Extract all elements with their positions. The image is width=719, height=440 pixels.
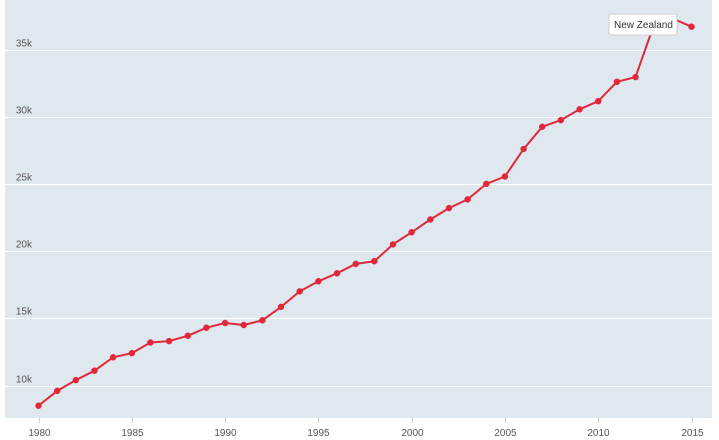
legend-tooltip: New Zealand (608, 13, 678, 36)
data-point[interactable] (333, 270, 341, 277)
data-point[interactable] (184, 332, 192, 340)
data-point[interactable] (557, 116, 565, 124)
legend-label: New Zealand (614, 20, 673, 31)
data-point[interactable] (128, 349, 136, 357)
data-point[interactable] (277, 303, 285, 311)
x-tick-label: 2015 (681, 428, 704, 439)
x-tick-label: 2005 (494, 428, 517, 439)
x-axis: 1980 1985 1990 1995 2000 2005 2010 2015 (28, 418, 704, 439)
data-point[interactable] (389, 241, 397, 248)
data-point[interactable] (576, 106, 583, 113)
data-point[interactable] (221, 319, 229, 327)
data-point[interactable] (427, 216, 434, 223)
x-tick-label: 1980 (28, 428, 51, 439)
data-point[interactable] (632, 73, 639, 81)
data-point[interactable] (35, 402, 42, 409)
data-point[interactable] (464, 196, 471, 203)
x-tick-label: 2010 (587, 428, 610, 439)
data-point[interactable] (501, 173, 509, 180)
data-point[interactable] (371, 257, 378, 265)
data-point[interactable] (91, 367, 98, 374)
y-tick-label: 25k (16, 173, 33, 184)
data-point[interactable] (594, 97, 602, 105)
data-point[interactable] (483, 180, 490, 188)
y-tick-label: 35k (16, 39, 33, 50)
legend-box (608, 13, 678, 36)
data-point[interactable] (538, 123, 546, 131)
series-line (37, 17, 692, 407)
data-point[interactable] (352, 260, 359, 268)
data-point[interactable] (53, 387, 61, 395)
data-point[interactable] (240, 321, 247, 329)
x-tick-label: 1990 (214, 428, 237, 439)
data-point[interactable] (259, 317, 266, 324)
data-point[interactable] (688, 23, 695, 30)
data-point[interactable] (109, 354, 117, 361)
x-tick-label: 2000 (401, 428, 424, 439)
y-tick-label: 15k (16, 307, 33, 318)
data-point[interactable] (147, 339, 154, 346)
plot-area (5, 0, 712, 418)
data-point[interactable] (520, 145, 527, 153)
grid-lines (5, 50, 712, 387)
data-point[interactable] (613, 78, 621, 86)
data-point[interactable] (408, 229, 415, 236)
data-point[interactable] (72, 376, 80, 384)
data-point[interactable] (203, 324, 210, 331)
y-tick-label: 10k (16, 375, 33, 386)
x-tick-label: 1995 (307, 428, 330, 439)
data-point[interactable] (296, 288, 303, 295)
data-point[interactable] (165, 337, 173, 345)
y-tick-label: 30k (16, 106, 33, 117)
data-point[interactable] (445, 204, 453, 212)
y-axis: 10k 15k 20k 25k 30k 35k (16, 39, 33, 386)
data-point[interactable] (315, 278, 322, 285)
y-tick-label: 20k (16, 240, 33, 251)
x-tick-label: 1985 (121, 428, 144, 439)
